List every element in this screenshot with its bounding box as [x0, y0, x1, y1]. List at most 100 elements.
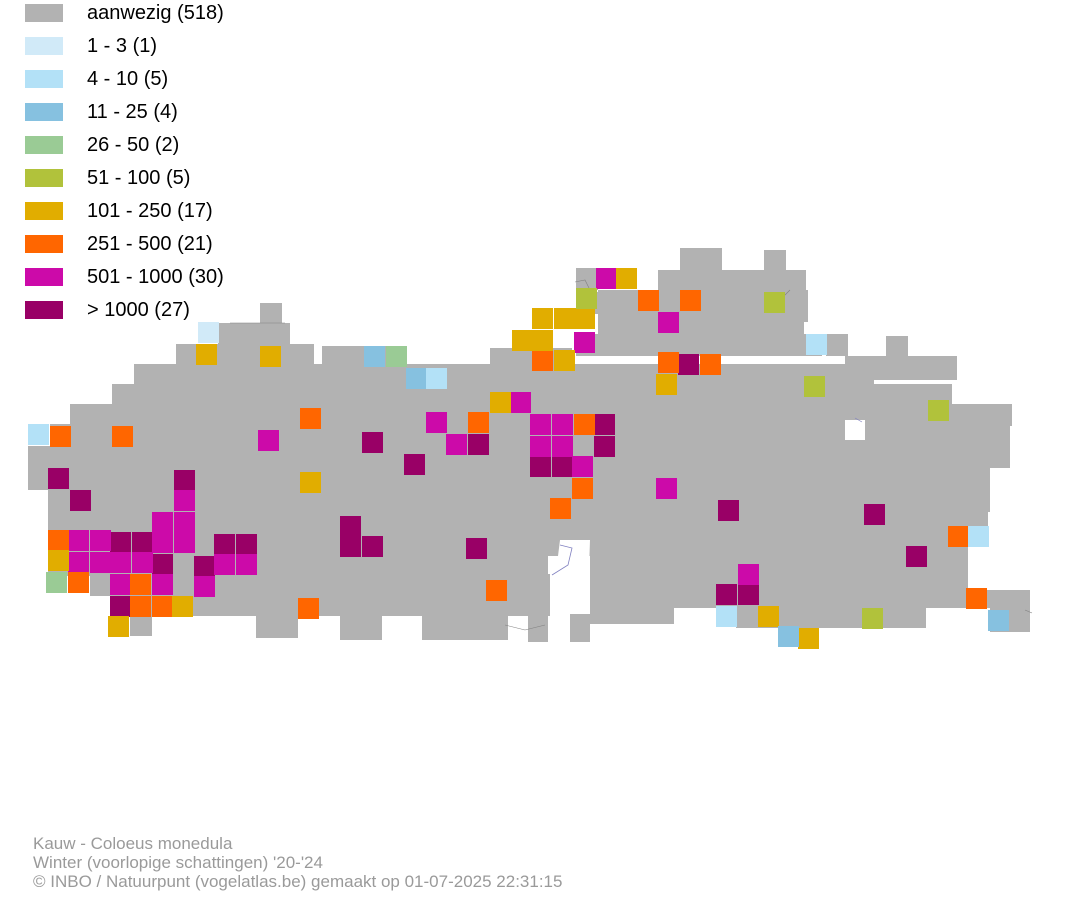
count-cell-c2	[426, 368, 447, 389]
count-cell-c9	[552, 456, 573, 477]
legend-label: 1 - 3 (1)	[87, 35, 158, 57]
count-cell-c8	[658, 312, 679, 333]
count-cell-c6	[798, 628, 819, 649]
count-cell-c7	[700, 354, 721, 375]
count-cell-c7	[574, 414, 595, 435]
count-cell-c9	[194, 556, 215, 577]
legend-label: 11 - 25 (4)	[87, 101, 178, 123]
count-cell-c5	[764, 292, 785, 313]
count-cell-c9	[362, 432, 383, 453]
count-cell-c8	[530, 436, 551, 457]
count-cell-c8	[110, 574, 131, 595]
count-cell-c6	[48, 550, 69, 571]
count-cell-c5	[928, 400, 949, 421]
presence-cell	[112, 384, 952, 406]
count-cell-c3	[406, 368, 427, 389]
count-cell-c6	[196, 344, 217, 365]
count-cell-c8	[530, 414, 551, 435]
legend-swatch	[25, 169, 63, 187]
legend-label: aanwezig (518)	[87, 2, 224, 24]
presence-cell	[110, 594, 550, 616]
count-cell-c9	[738, 584, 759, 605]
count-cell-c7	[658, 352, 679, 373]
count-cell-c7	[50, 426, 71, 447]
legend-item-26-50: 26 - 50 (2)	[25, 134, 325, 156]
count-cell-c6	[108, 616, 129, 637]
count-cell-c5	[862, 608, 883, 629]
count-cell-c8	[174, 512, 195, 533]
count-cell-c8	[110, 552, 131, 573]
count-cell-c7	[68, 572, 89, 593]
count-cell-c6	[554, 308, 575, 329]
count-cell-c6	[260, 346, 281, 367]
count-cell-c6	[574, 308, 595, 329]
count-cell-c8	[552, 436, 573, 457]
presence-cell	[570, 614, 590, 642]
count-cell-c2	[806, 334, 827, 355]
count-cell-c7	[130, 596, 151, 617]
presence-cell	[218, 323, 290, 345]
legend-swatch	[25, 301, 63, 319]
count-cell-c9	[48, 468, 69, 489]
count-cell-c7	[112, 426, 133, 447]
count-cell-c7	[486, 580, 507, 601]
presence-cell	[48, 510, 988, 534]
count-cell-c8	[596, 268, 617, 289]
count-cell-c6	[300, 472, 321, 493]
count-cell-c8	[572, 456, 593, 477]
count-cell-c7	[130, 574, 151, 595]
count-cell-c4	[386, 346, 407, 367]
count-cell-c7	[152, 596, 173, 617]
presence-cell	[680, 248, 722, 270]
count-cell-c9	[340, 516, 361, 537]
count-cell-c8	[738, 564, 759, 585]
count-cell-c9	[718, 500, 739, 521]
legend-swatch	[25, 235, 63, 253]
legend-label: 101 - 250 (17)	[87, 200, 213, 222]
count-cell-c8	[152, 512, 173, 533]
presence-cell	[28, 446, 1010, 468]
count-cell-c8	[174, 532, 195, 553]
presence-cell	[256, 614, 298, 638]
presence-cell	[422, 614, 508, 640]
count-cell-c9	[594, 414, 615, 435]
presence-cell	[260, 303, 282, 325]
count-cell-c6	[554, 350, 575, 371]
count-cell-c5	[804, 376, 825, 397]
count-cell-c8	[152, 532, 173, 553]
count-cell-c9	[362, 536, 383, 557]
count-cell-c9	[214, 534, 235, 555]
legend-item-1-3: 1 - 3 (1)	[25, 35, 325, 57]
count-cell-c6	[532, 308, 553, 329]
presence-cell	[886, 336, 908, 358]
count-cell-c9	[174, 470, 195, 491]
presence-cell	[598, 312, 804, 334]
legend-item-101-250: 101 - 250 (17)	[25, 200, 325, 222]
count-cell-c9	[716, 584, 737, 605]
count-cell-c7	[948, 526, 969, 547]
count-cell-c8	[68, 530, 89, 551]
legend-label: 501 - 1000 (30)	[87, 266, 224, 288]
count-cell-c8	[152, 574, 173, 595]
legend-item-present: aanwezig (518)	[25, 2, 325, 24]
presence-cell	[528, 614, 548, 642]
legend-item-501-1000: 501 - 1000 (30)	[25, 266, 325, 288]
legend-label: 251 - 500 (21)	[87, 233, 213, 255]
presence-cell	[845, 356, 957, 380]
count-cell-c6	[758, 606, 779, 627]
count-cell-c8	[258, 430, 279, 451]
count-cell-c8	[214, 554, 235, 575]
legend-swatch	[25, 202, 63, 220]
count-cell-c7	[300, 408, 321, 429]
presence-cell	[130, 614, 152, 636]
count-cell-c9	[70, 490, 91, 511]
legend-swatch	[25, 268, 63, 286]
count-cell-c8	[552, 414, 573, 435]
presence-cell	[590, 554, 968, 576]
count-cell-c8	[68, 552, 89, 573]
count-cell-c6	[172, 596, 193, 617]
count-cell-c2	[716, 606, 737, 627]
legend-label: 26 - 50 (2)	[87, 134, 180, 156]
